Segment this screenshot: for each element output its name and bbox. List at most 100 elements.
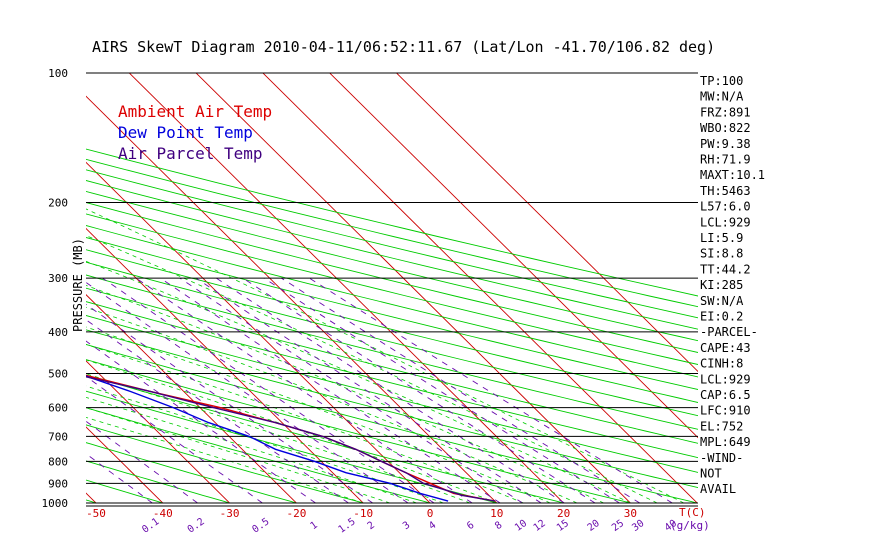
dry-adiabat-line — [86, 169, 698, 319]
dry-adiabat-line — [86, 359, 633, 503]
isotherm-line — [86, 426, 164, 503]
pressure-tick-label: 500 — [48, 368, 68, 381]
index-label: WBO:822 — [700, 121, 751, 135]
index-label: CAP:6.5 — [700, 388, 751, 402]
index-label: L57:6.0 — [700, 200, 751, 214]
bottom-temp-tick-label: 20 — [557, 507, 570, 520]
moist-adiabat-line — [86, 359, 497, 503]
mixing-ratio-unit-label: (g/kg) — [670, 519, 710, 532]
isotherm-line — [0, 63, 38, 512]
mixing-ratio-line — [160, 277, 501, 503]
dry-adiabat-line — [86, 479, 165, 503]
mixing-ratio-tick-label: 30 — [630, 518, 646, 534]
mixing-ratio-line — [86, 453, 153, 503]
index-label: LFC:910 — [700, 404, 751, 418]
bottom-temp-tick-label: -10 — [353, 507, 373, 520]
mixing-ratio-line — [309, 277, 673, 503]
dry-adiabat-line — [86, 343, 698, 503]
index-label: EI:0.2 — [700, 310, 743, 324]
dry-adiabat-line — [86, 225, 698, 378]
series-line — [86, 375, 449, 502]
index-label: MPL:649 — [700, 435, 751, 449]
isotherm-line — [86, 360, 231, 503]
index-label: TT:44.2 — [700, 262, 751, 276]
legend-parcel: Air Parcel Temp — [118, 144, 263, 163]
mixing-ratio-tick-label: 20 — [586, 518, 602, 534]
bottom-temp-tick-label: 10 — [490, 507, 503, 520]
dry-adiabat-line — [86, 190, 698, 342]
mixing-ratio-tick-label: 25 — [610, 518, 626, 534]
mixing-ratio-line — [216, 277, 565, 503]
index-label: MAXT:10.1 — [700, 168, 765, 182]
pressure-tick-label: 800 — [48, 455, 68, 468]
index-label: SW:N/A — [700, 294, 744, 308]
dry-adiabat-line — [86, 407, 432, 503]
index-label: RH:71.9 — [700, 153, 751, 167]
mixing-ratio-tick-label: 6 — [465, 520, 476, 532]
y-axis-label: PRESSURE (MB) — [71, 238, 85, 332]
series-line — [86, 376, 496, 502]
pressure-tick-label: 900 — [48, 477, 68, 490]
legend-ambient: Ambient Air Temp — [118, 102, 272, 121]
mixing-ratio-tick-label: 12 — [532, 518, 548, 534]
index-label: CINH:8 — [700, 357, 743, 371]
index-label: LCL:929 — [700, 372, 751, 386]
pressure-tick-label: 400 — [48, 326, 68, 339]
dry-adiabat-line — [86, 180, 698, 330]
moist-adiabat-line — [86, 385, 444, 503]
bottom-temp-tick-label: -40 — [153, 507, 173, 520]
bottom-temp-tick-label: -50 — [86, 507, 106, 520]
index-label: EL:752 — [700, 419, 743, 433]
index-label: CAPE:43 — [700, 341, 751, 355]
mixing-ratio-line — [263, 277, 620, 503]
mixing-ratio-tick-label: 8 — [493, 520, 504, 532]
mixing-ratio-line — [86, 340, 316, 503]
pressure-tick-label: 100 — [48, 67, 68, 80]
dry-adiabat-line — [86, 460, 232, 503]
moist-adiabat-line — [86, 416, 364, 503]
dry-adiabat-line — [86, 158, 698, 308]
moist-adiabat-line — [86, 208, 684, 503]
index-label: SI:8.8 — [700, 247, 743, 261]
index-label: -PARCEL- — [700, 325, 758, 339]
index-label: LCL:929 — [700, 215, 751, 229]
bottom-temp-tick-label: 0 — [427, 507, 434, 520]
index-label: PW:9.38 — [700, 137, 751, 151]
isotherm-line — [86, 492, 97, 503]
dry-adiabat-line — [86, 442, 299, 503]
mixing-ratio-tick-label: 2 — [366, 520, 377, 532]
mixing-ratio-line — [102, 277, 435, 503]
dry-adiabat-line — [86, 301, 698, 459]
dry-adiabat-line — [86, 237, 698, 390]
mixing-ratio-tick-label: 3 — [401, 520, 412, 532]
bottom-temp-tick-label: -30 — [220, 507, 240, 520]
dry-adiabat-line — [86, 499, 98, 503]
isotherm-line — [195, 73, 632, 503]
index-label: NOT — [700, 467, 722, 481]
index-label: LI:5.9 — [700, 231, 743, 245]
index-label: KI:285 — [700, 278, 743, 292]
dry-adiabat-line — [86, 274, 698, 430]
isotherm-line — [329, 73, 698, 439]
pressure-tick-label: 200 — [48, 196, 68, 209]
mixing-ratio-line — [86, 319, 349, 503]
mixing-ratio-line — [179, 277, 523, 503]
isotherm-line — [86, 161, 431, 503]
mixing-ratio-line — [135, 277, 473, 503]
legend-dewpoint: Dew Point Temp — [118, 123, 253, 142]
dry-adiabat-line — [86, 213, 698, 365]
pressure-tick-label: 300 — [48, 272, 68, 285]
moist-adiabat-line — [86, 260, 631, 503]
mixing-ratio-line — [242, 277, 596, 503]
profile-series — [86, 374, 496, 502]
bottom-temp-tick-label: -20 — [286, 507, 306, 520]
index-label: TP:100 — [700, 74, 743, 88]
dry-adiabat-line — [86, 148, 698, 297]
isotherm-line — [86, 227, 364, 503]
mixing-ratio-line — [86, 303, 373, 503]
index-label: MW:N/A — [700, 90, 744, 104]
dry-adiabat-line — [86, 261, 698, 417]
dry-adiabat-line — [86, 202, 698, 353]
dry-adiabat-line — [86, 374, 566, 503]
